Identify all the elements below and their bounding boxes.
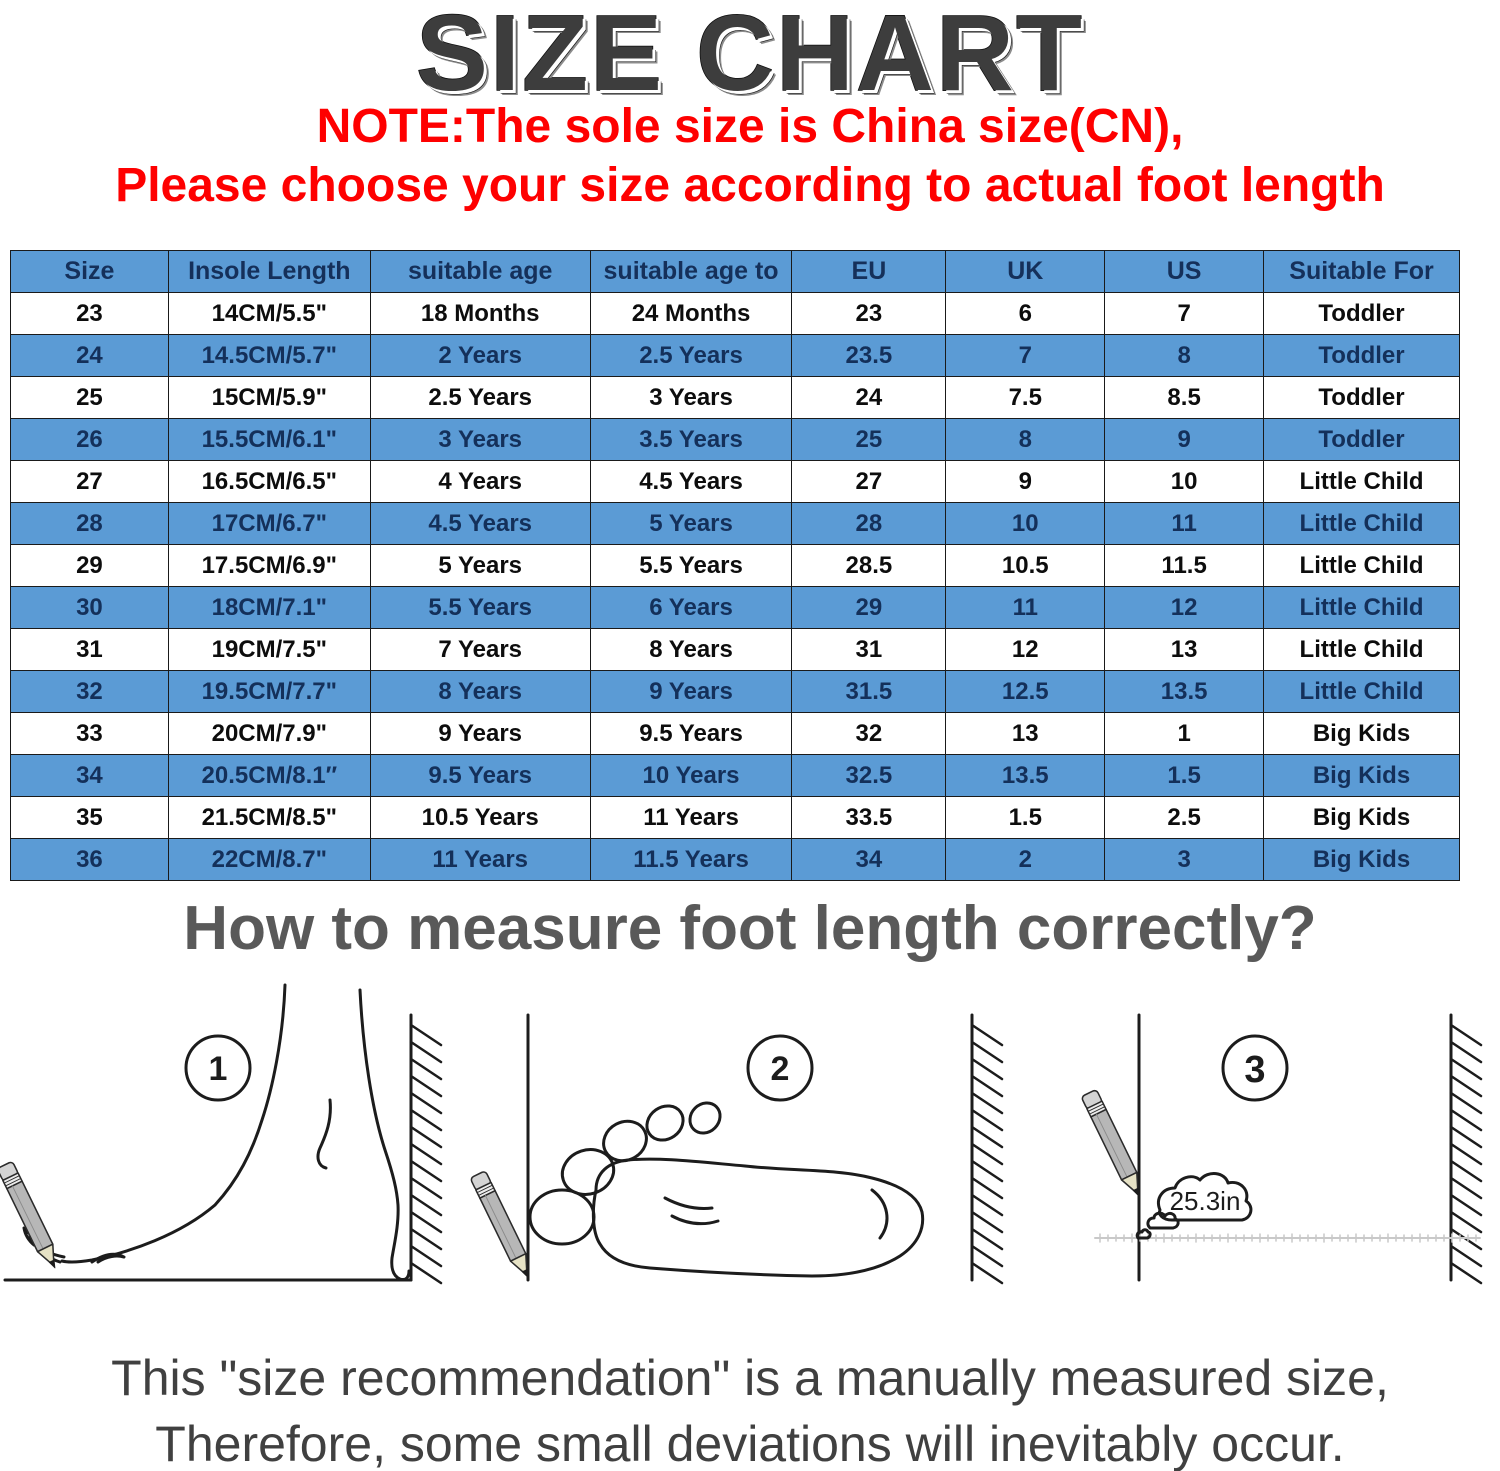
svg-text:2: 2: [771, 1050, 790, 1088]
svg-text:3: 3: [1244, 1049, 1265, 1091]
svg-text:25.3in: 25.3in: [1170, 1186, 1241, 1216]
svg-text:1: 1: [209, 1050, 228, 1088]
